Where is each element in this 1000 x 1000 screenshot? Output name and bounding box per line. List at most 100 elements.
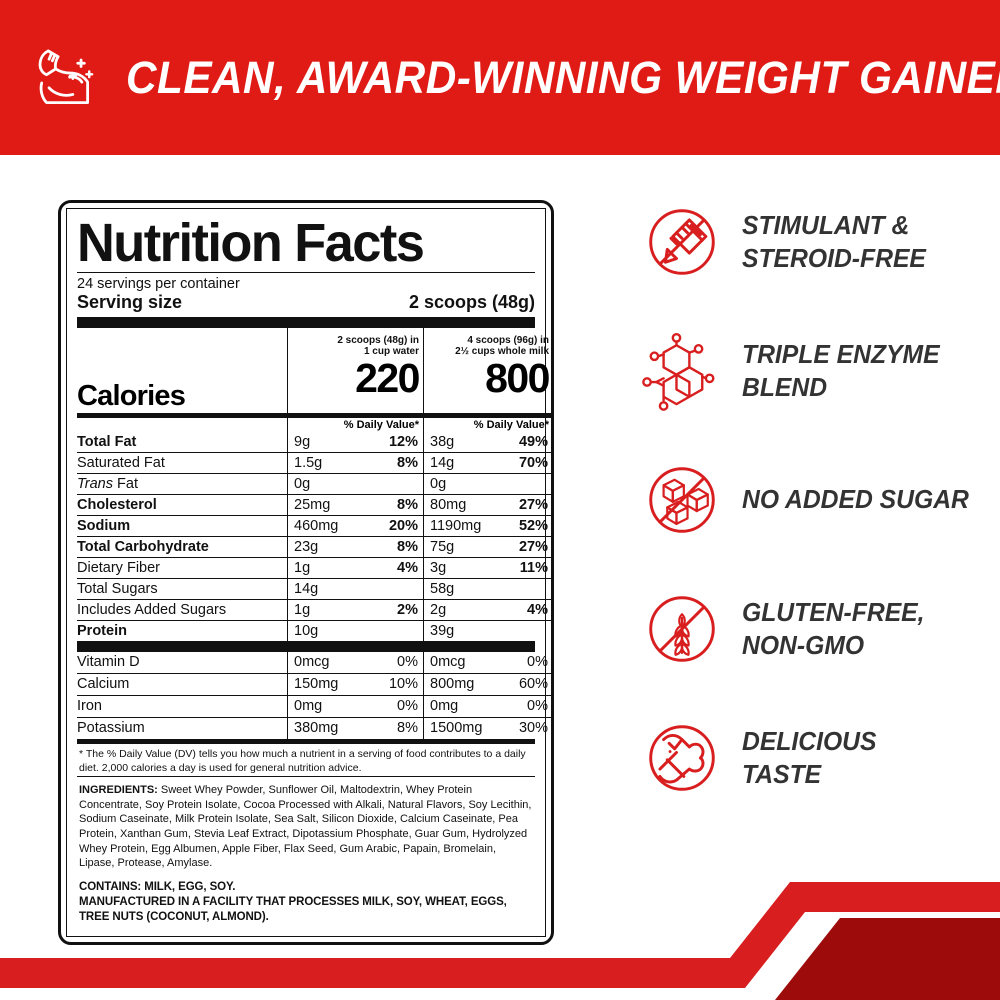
ingredients-text: INGREDIENTS: Sweet Whey Powder, Sunflowe… — [77, 777, 535, 871]
nutrient-amount: 25mg — [294, 496, 331, 513]
vitamin-amount: 0mcg — [430, 654, 466, 671]
nutrient-name: Includes Added Sugars — [77, 598, 287, 620]
header-banner: CLEAN, AWARD-WINNING WEIGHT GAINER — [0, 0, 1000, 155]
nutrient-amount: 75g — [430, 538, 455, 555]
feature-label-triple-enzyme-blend: TRIPLE ENZYME BLEND — [742, 338, 940, 402]
vitamin-daily-value: 0% — [527, 698, 548, 715]
dv-header-col-b: % Daily Value* — [473, 418, 549, 431]
vitamin-value-col-b: 0mcg 0% — [423, 651, 553, 673]
nutrient-value-col-b: 39g — [423, 619, 553, 641]
vitamin-row: Calcium 150mg 10% 800mg 60% — [77, 672, 553, 695]
feature-item-gluten-free-non-gmo: GLUTEN-FREE, NON-GMO — [636, 583, 986, 675]
serving-size-label: Serving size — [77, 291, 183, 312]
nutrient-value-col-a: 1g 2% — [287, 598, 423, 620]
nutrient-amount: 38g — [430, 433, 455, 450]
vitamin-daily-value: 0% — [397, 698, 418, 715]
nutrient-value-col-b: 75g 27% — [423, 535, 553, 557]
nutrient-amount: 460mg — [294, 517, 339, 534]
nutrient-amount: 0g — [430, 475, 447, 492]
no-syringe-icon — [636, 196, 728, 288]
nutrient-name: Trans Fat — [77, 472, 287, 494]
nutrient-daily-value: 8% — [397, 454, 418, 471]
feature-list: STIMULANT & STEROID-FREE TRIPLE ENZYME BLE… — [636, 196, 986, 841]
nutrient-daily-value: 4% — [397, 559, 418, 576]
feature-label-delicious-taste: DELICIOUS TASTE — [742, 725, 877, 789]
vitamin-value-col-a: 150mg 10% — [287, 672, 423, 695]
nutrient-name: Sodium — [77, 514, 287, 536]
vitamin-value-col-a: 0mcg 0% — [287, 651, 423, 673]
daily-value-footnote: * The % Daily Value (DV) tells you how m… — [79, 747, 526, 774]
nutrient-amount: 14g — [430, 454, 455, 471]
nutrient-value-col-b: 0g — [423, 472, 553, 494]
taste-hand-icon — [636, 712, 728, 804]
vitamin-value-col-b: 1500mg 30% — [423, 716, 553, 739]
vitamin-amount: 0mcg — [294, 654, 330, 671]
nutrient-daily-value: 2% — [397, 601, 418, 618]
nutrient-amount: 3g — [430, 559, 447, 576]
nutrient-amount: 1190mg — [430, 517, 482, 534]
vitamin-row: Vitamin D 0mcg 0% 0mcg 0% — [77, 651, 548, 673]
calories-value-col-b: 800 — [485, 354, 550, 401]
nutrient-amount: 80mg — [430, 496, 467, 513]
vitamin-value-col-a: 0mg 0% — [287, 694, 423, 717]
serving-size-value: 2 scoops (48g) — [408, 291, 535, 312]
vitamin-amount: 800mg — [430, 676, 475, 693]
nutrient-name: Protein — [77, 619, 287, 641]
nutrition-facts-title: Nutrition Facts — [77, 213, 425, 273]
vitamin-daily-value: 10% — [388, 676, 418, 693]
nutrient-amount: 10g — [294, 622, 319, 639]
nutrient-value-col-b: 1190mg 52% — [423, 514, 553, 536]
nutrient-amount: 0g — [294, 475, 311, 492]
nutrient-amount: 39g — [430, 622, 455, 639]
deco-band-bright — [0, 882, 1000, 988]
daily-value-header-row: % Daily Value* % Daily Value* — [77, 412, 553, 432]
nutrient-name: Cholesterol — [77, 493, 287, 515]
molecule-icon — [636, 325, 728, 417]
vitamin-daily-value: 60% — [518, 676, 548, 693]
nutrient-amount: 58g — [430, 580, 455, 597]
nutrient-name: Total Sugars — [77, 577, 287, 599]
nutrient-value-col-b: 80mg 27% — [423, 493, 553, 515]
nutrient-amount: 1g — [294, 559, 311, 576]
vitamin-row: Potassium 380mg 8% 1500mg 30% — [77, 716, 553, 739]
prep-note-col-a: 2 scoops (48g) in 1 cup water — [337, 334, 419, 358]
nutrient-name: Total Carbohydrate — [77, 535, 287, 557]
vitamin-amount: 380mg — [294, 720, 339, 737]
no-sugar-cubes-icon — [636, 454, 728, 546]
nutrient-value-col-a: 25mg 8% — [287, 493, 423, 515]
vitamin-name: Vitamin D — [77, 654, 140, 671]
prep-note-col-b: 4 scoops (96g) in 2½ cups whole milk — [455, 334, 549, 358]
nutrient-daily-value: 49% — [518, 433, 548, 450]
nutrition-facts-panel: Nutrition Facts 24 servings per containe… — [58, 200, 554, 945]
allergen-facility: MANUFACTURED IN A FACILITY THAT PROCESSE… — [79, 895, 507, 923]
feature-item-no-added-sugar: NO ADDED SUGAR — [636, 454, 986, 546]
nutrient-name: Total Fat — [77, 433, 137, 450]
nutrient-daily-value: 8% — [397, 496, 418, 513]
vitamin-name: Iron — [77, 694, 287, 717]
nutrient-amount: 9g — [294, 433, 311, 450]
nutrient-row: Protein 10g 39g — [77, 619, 553, 641]
calories-block: Calories 2 scoops (48g) in 1 cup water 2… — [77, 327, 551, 413]
feature-item-delicious-taste: DELICIOUS TASTE — [636, 712, 986, 804]
vitamin-daily-value: 0% — [527, 654, 548, 671]
nutrient-daily-value: 27% — [518, 496, 548, 513]
banner-title: CLEAN, AWARD-WINNING WEIGHT GAINER — [126, 51, 1000, 103]
vitamin-name: Potassium — [77, 716, 287, 739]
nutrient-row: Dietary Fiber 1g 4% 3g 11% — [77, 556, 553, 578]
feature-label-stimulant-steroid-free: STIMULANT & STEROID-FREE — [742, 209, 926, 273]
nutrient-row: Cholesterol 25mg 8% 80mg 27% — [77, 493, 553, 515]
vitamin-row: Iron 0mg 0% 0mg 0% — [77, 694, 553, 717]
allergen-contains: CONTAINS: MILK, EGG, SOY. — [79, 880, 236, 893]
nutrient-value-col-a: 1g 4% — [287, 556, 423, 578]
nutrient-value-col-a: 23g 8% — [287, 535, 423, 557]
vitamin-value-col-b: 800mg 60% — [423, 672, 553, 695]
nutrient-value-col-b: 2g 4% — [423, 598, 553, 620]
deco-band-dark — [775, 918, 1000, 1000]
vitamin-daily-value: 8% — [397, 720, 418, 737]
nutrient-name: Saturated Fat — [77, 451, 287, 473]
feature-item-stimulant-steroid-free: STIMULANT & STEROID-FREE — [636, 196, 986, 288]
vitamin-value-col-b: 0mg 0% — [423, 694, 553, 717]
flexed-bicep-icon — [22, 37, 104, 119]
feature-label-no-added-sugar: NO ADDED SUGAR — [742, 484, 969, 515]
nutrient-rows: Total Fat 9g 12% 38g 49% Saturated Fat 1.5g 8% 1… — [77, 431, 553, 641]
